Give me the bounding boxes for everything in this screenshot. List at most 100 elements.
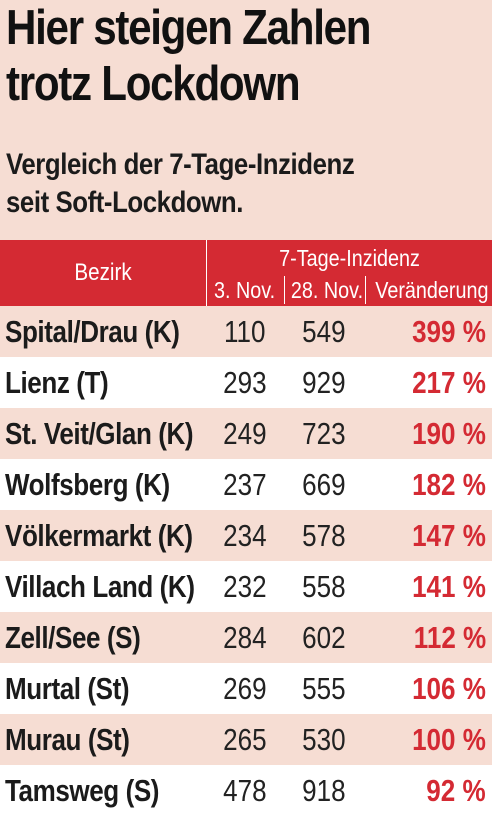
column-header-change: Veränderung (365, 276, 492, 304)
column-group-title: 7-Tage-Inzidenz (279, 245, 420, 271)
table-row: Zell/See (S) 284 602 112 % (0, 612, 492, 663)
change-cell-text: 100 % (412, 722, 486, 757)
table-row: Tamsweg (S) 478 918 92 % (0, 765, 492, 816)
bezirk-cell-text: Lienz (T) (5, 365, 109, 400)
change-cell: 141 % (364, 561, 486, 612)
table-row: Wolfsberg (K) 237 669 182 % (0, 459, 492, 510)
nov28-cell-text: 723 (302, 416, 346, 451)
nov3-cell: 237 (206, 459, 284, 510)
table-body: Spital/Drau (K) 110 549 399 % Lienz (T) 293 92… (0, 306, 492, 816)
table-row: Lienz (T) 293 929 217 % (0, 357, 492, 408)
nov3-cell: 284 (206, 612, 284, 663)
page-title: Hier steigen Zahlen trotz Lockdown (6, 0, 422, 112)
column-group-header: 7-Tage-Inzidenz 3. Nov. 28. Nov. Verände… (206, 240, 492, 306)
nov28-cell-text: 602 (302, 620, 346, 655)
column-header-nov28-label: 28. Nov. (290, 277, 364, 303)
bezirk-cell-text: Murau (St) (5, 722, 130, 757)
bezirk-cell: Zell/See (S) (5, 612, 166, 663)
nov3-cell: 293 (206, 357, 284, 408)
nov3-cell-text: 265 (223, 722, 267, 757)
bezirk-cell: Völkermarkt (K) (5, 510, 228, 561)
nov28-cell: 549 (284, 306, 364, 357)
nov28-cell-text: 669 (302, 467, 346, 502)
nov28-cell-text: 578 (302, 518, 346, 553)
nov3-cell: 232 (206, 561, 284, 612)
nov3-cell-text: 284 (223, 620, 267, 655)
nov28-cell: 555 (284, 663, 364, 714)
bezirk-cell-text: Zell/See (S) (5, 620, 141, 655)
bezirk-cell: Murau (St) (5, 714, 153, 765)
table-row: Villach Land (K) 232 558 141 % (0, 561, 492, 612)
incidence-table: Bezirk 7-Tage-Inzidenz 3. Nov. 28. Nov. … (0, 240, 492, 816)
nov28-cell: 918 (284, 765, 364, 816)
change-cell: 399 % (364, 306, 486, 357)
nov3-cell: 269 (206, 663, 284, 714)
nov28-cell-text: 530 (302, 722, 346, 757)
change-cell-text: 106 % (412, 671, 486, 706)
change-cell-text: 147 % (412, 518, 486, 553)
change-cell: 182 % (364, 459, 486, 510)
nov28-cell: 530 (284, 714, 364, 765)
table-header: Bezirk 7-Tage-Inzidenz 3. Nov. 28. Nov. … (0, 240, 492, 306)
bezirk-cell: Lienz (T) (5, 357, 128, 408)
column-header-nov3: 3. Nov. (207, 276, 283, 304)
title-line-2: trotz Lockdown (6, 57, 301, 111)
change-cell: 190 % (364, 408, 486, 459)
nov28-cell: 558 (284, 561, 364, 612)
bezirk-cell: St. Veit/Glan (K) (5, 408, 229, 459)
change-cell: 92 % (364, 765, 486, 816)
bezirk-cell: Spital/Drau (K) (5, 306, 213, 357)
nov3-cell-text: 237 (223, 467, 267, 502)
bezirk-cell-text: Wolfsberg (K) (5, 467, 170, 502)
subtitle-line-2: seit Soft-Lockdown. (6, 186, 243, 219)
nov3-cell-text: 293 (223, 365, 267, 400)
table-row: St. Veit/Glan (K) 249 723 190 % (0, 408, 492, 459)
change-cell-text: 399 % (412, 314, 486, 349)
table-row: Spital/Drau (K) 110 549 399 % (0, 306, 492, 357)
nov3-cell: 478 (206, 765, 284, 816)
bezirk-cell: Wolfsberg (K) (5, 459, 201, 510)
change-cell: 147 % (364, 510, 486, 561)
nov3-cell-text: 478 (223, 773, 267, 808)
change-cell: 217 % (364, 357, 486, 408)
table-row: Murtal (St) 269 555 106 % (0, 663, 492, 714)
change-cell-text: 190 % (412, 416, 486, 451)
nov28-cell-text: 555 (302, 671, 346, 706)
nov3-cell-text: 269 (223, 671, 267, 706)
bezirk-cell: Tamsweg (S) (5, 765, 188, 816)
nov28-cell-text: 558 (302, 569, 346, 604)
change-cell-text: 182 % (412, 467, 486, 502)
nov28-cell: 929 (284, 357, 364, 408)
column-header-change-label: Veränderung (375, 277, 489, 303)
change-cell: 112 % (364, 612, 486, 663)
table-row: Murau (St) 265 530 100 % (0, 714, 492, 765)
change-cell: 100 % (364, 714, 486, 765)
nov3-cell: 249 (206, 408, 284, 459)
change-cell-text: 217 % (412, 365, 486, 400)
nov28-cell: 602 (284, 612, 364, 663)
nov28-cell: 669 (284, 459, 364, 510)
bezirk-cell-text: Spital/Drau (K) (5, 314, 180, 349)
nov3-cell-text: 110 (224, 314, 266, 349)
nov3-cell: 265 (206, 714, 284, 765)
bezirk-cell: Murtal (St) (5, 663, 153, 714)
bezirk-cell-text: St. Veit/Glan (K) (5, 416, 194, 451)
page-subtitle: Vergleich der 7-Tage-Inzidenz seit Soft-… (6, 146, 355, 222)
nov3-cell: 234 (206, 510, 284, 561)
subtitle-line-1: Vergleich der 7-Tage-Inzidenz (6, 148, 355, 181)
change-cell-text: 112 % (413, 620, 486, 655)
nov28-cell: 578 (284, 510, 364, 561)
bezirk-cell-text: Murtal (St) (5, 671, 130, 706)
title-line-1: Hier steigen Zahlen (6, 1, 372, 55)
nov28-cell-text: 929 (302, 365, 346, 400)
nov3-cell-text: 234 (223, 518, 267, 553)
bezirk-cell-text: Villach Land (K) (5, 569, 195, 604)
bezirk-cell-text: Tamsweg (S) (5, 773, 160, 808)
nov28-cell-text: 549 (302, 314, 346, 349)
nov28-cell: 723 (284, 408, 364, 459)
column-header-bezirk: Bezirk (74, 259, 132, 286)
nov3-cell-text: 232 (223, 569, 267, 604)
bezirk-cell: Villach Land (K) (5, 561, 231, 612)
column-header-nov28: 28. Nov. (284, 276, 365, 304)
change-cell-text: 141 % (412, 569, 486, 604)
